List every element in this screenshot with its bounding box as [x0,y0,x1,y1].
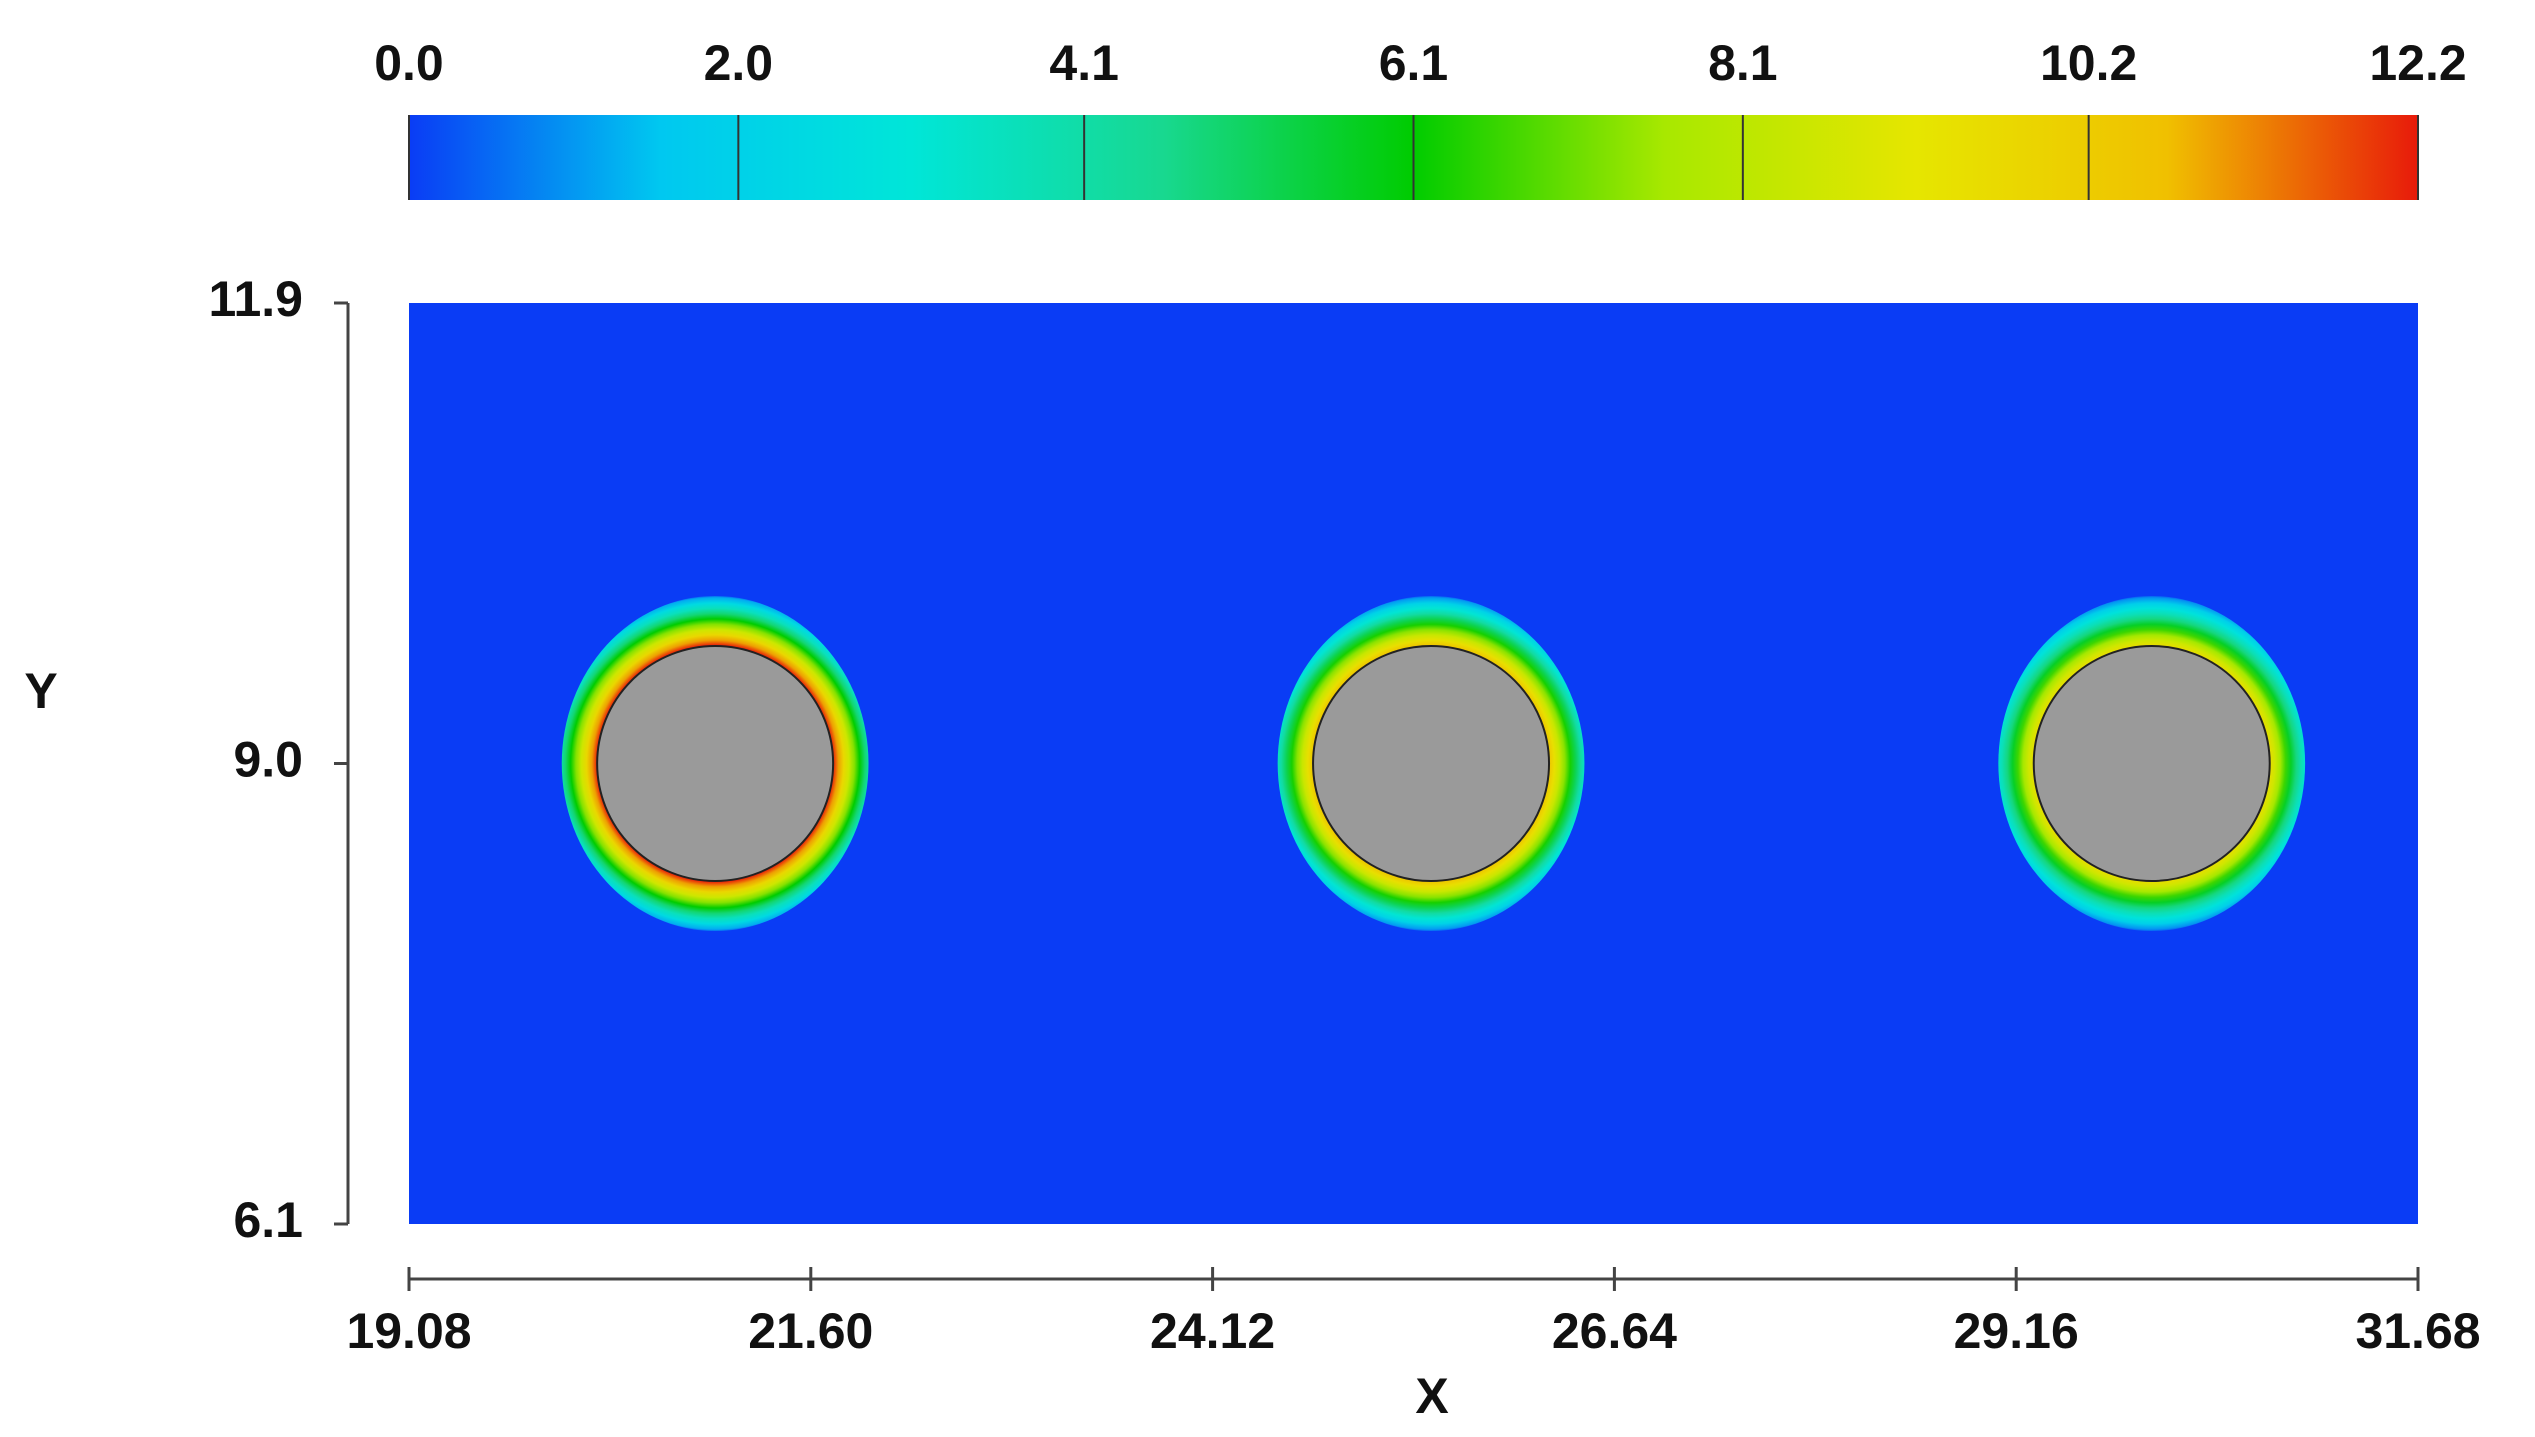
colorbar-tick-label: 4.1 [1049,35,1119,91]
x-tick-label: 21.60 [748,1303,873,1359]
colorbar-tick-label: 12.2 [2369,35,2466,91]
obstacle [1312,644,1551,883]
x-axis-label: X [1415,1368,1448,1424]
colorbar-tick-label: 0.0 [374,35,444,91]
y-tick-label: 6.1 [233,1192,303,1248]
y-tick-label: 11.9 [208,271,303,327]
y-tick-label: 9.0 [233,732,303,788]
colorbar-tick-label: 2.0 [704,35,774,91]
colorbar-tick-label: 6.1 [1379,35,1449,91]
y-axis-label: Y [24,663,57,719]
obstacle [2032,644,2271,883]
obstacle [596,644,835,883]
x-tick-label: 24.12 [1150,1303,1275,1359]
x-tick-label: 31.68 [2355,1303,2480,1359]
colorbar-tick-label: 10.2 [2040,35,2137,91]
colorbar-tick-label: 8.1 [1708,35,1778,91]
x-tick-label: 26.64 [1552,1303,1677,1359]
x-tick-label: 19.08 [346,1303,471,1359]
x-tick-label: 29.16 [1954,1303,2079,1359]
